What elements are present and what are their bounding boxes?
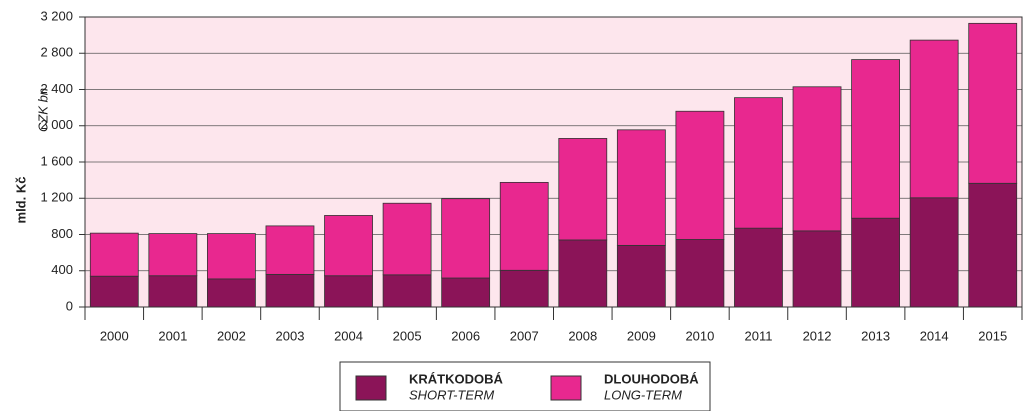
legend-label: DLOUHODOBÁ xyxy=(604,371,699,386)
bar-segment xyxy=(558,138,608,241)
x-tick-label: 2006 xyxy=(451,328,480,343)
legend-label-alt: LONG-TERM xyxy=(604,387,682,402)
x-tick-label: 2004 xyxy=(334,328,363,343)
bar-segment xyxy=(968,182,1018,308)
bar-segment xyxy=(734,227,783,308)
bar-segment xyxy=(616,244,666,308)
y-tick-label: 800 xyxy=(51,226,73,241)
y-tick-label: 0 xyxy=(66,298,73,313)
bar-segment xyxy=(851,59,900,219)
bar-segment xyxy=(324,275,373,308)
x-tick-label: 2007 xyxy=(510,328,539,343)
y-tick-label: 2 800 xyxy=(40,45,73,60)
bar-segment xyxy=(89,275,139,308)
x-tick-label: 2002 xyxy=(217,328,246,343)
bar-segment xyxy=(909,197,959,308)
y-axis-label: mld. Kč xyxy=(13,177,28,224)
legend-swatch xyxy=(550,375,582,401)
plot-frame xyxy=(84,16,1023,308)
bar-segment xyxy=(675,110,725,240)
bar-segment xyxy=(441,198,491,279)
legend-box xyxy=(339,361,711,411)
bar-segment xyxy=(265,225,315,275)
y-axis-label-alt: CZK bn xyxy=(35,88,50,132)
legend-label-alt: SHORT-TERM xyxy=(409,387,494,402)
bar-segment xyxy=(968,22,1018,184)
x-tick-label: 2003 xyxy=(276,328,305,343)
bar-segment xyxy=(382,274,432,308)
y-tick-label: 2 000 xyxy=(40,117,73,132)
bar-segment xyxy=(148,275,198,308)
x-tick-label: 2015 xyxy=(978,328,1007,343)
x-tick-label: 2008 xyxy=(568,328,597,343)
legend-swatch xyxy=(355,375,387,401)
bar-segment xyxy=(499,181,549,271)
bar-segment xyxy=(792,86,842,232)
bar-segment xyxy=(89,232,139,277)
bar-segment xyxy=(499,269,549,308)
bar-segment xyxy=(734,97,783,229)
y-tick-label: 400 xyxy=(51,262,73,277)
bar-segment xyxy=(851,217,900,308)
bar-segment xyxy=(207,233,256,280)
x-tick-label: 2009 xyxy=(627,328,656,343)
legend-label: KRÁTKODOBÁ xyxy=(409,371,503,386)
bar-segment xyxy=(909,39,959,199)
bar-segment xyxy=(382,202,432,276)
x-tick-label: 2011 xyxy=(744,328,772,343)
x-tick-label: 2014 xyxy=(920,328,949,343)
x-tick-label: 2000 xyxy=(100,328,129,343)
bar-segment xyxy=(441,277,491,308)
bar-segment xyxy=(792,230,842,308)
bar-segment xyxy=(148,233,198,277)
bar-segment xyxy=(265,273,315,308)
x-tick-label: 2010 xyxy=(685,328,714,343)
bar-segment xyxy=(324,215,373,277)
bar-segment xyxy=(675,239,725,308)
bar-segment xyxy=(207,278,256,308)
bar-segment xyxy=(616,129,666,246)
x-tick-label: 2013 xyxy=(861,328,890,343)
x-tick-label: 2001 xyxy=(158,328,187,343)
x-tick-label: 2012 xyxy=(803,328,832,343)
y-tick-label: 2 400 xyxy=(40,81,73,96)
y-tick-label: 1 600 xyxy=(40,153,73,168)
x-tick-label: 2005 xyxy=(393,328,422,343)
bar-segment xyxy=(558,239,608,308)
y-tick-label: 3 200 xyxy=(40,8,73,23)
y-tick-label: 1 200 xyxy=(40,190,73,205)
